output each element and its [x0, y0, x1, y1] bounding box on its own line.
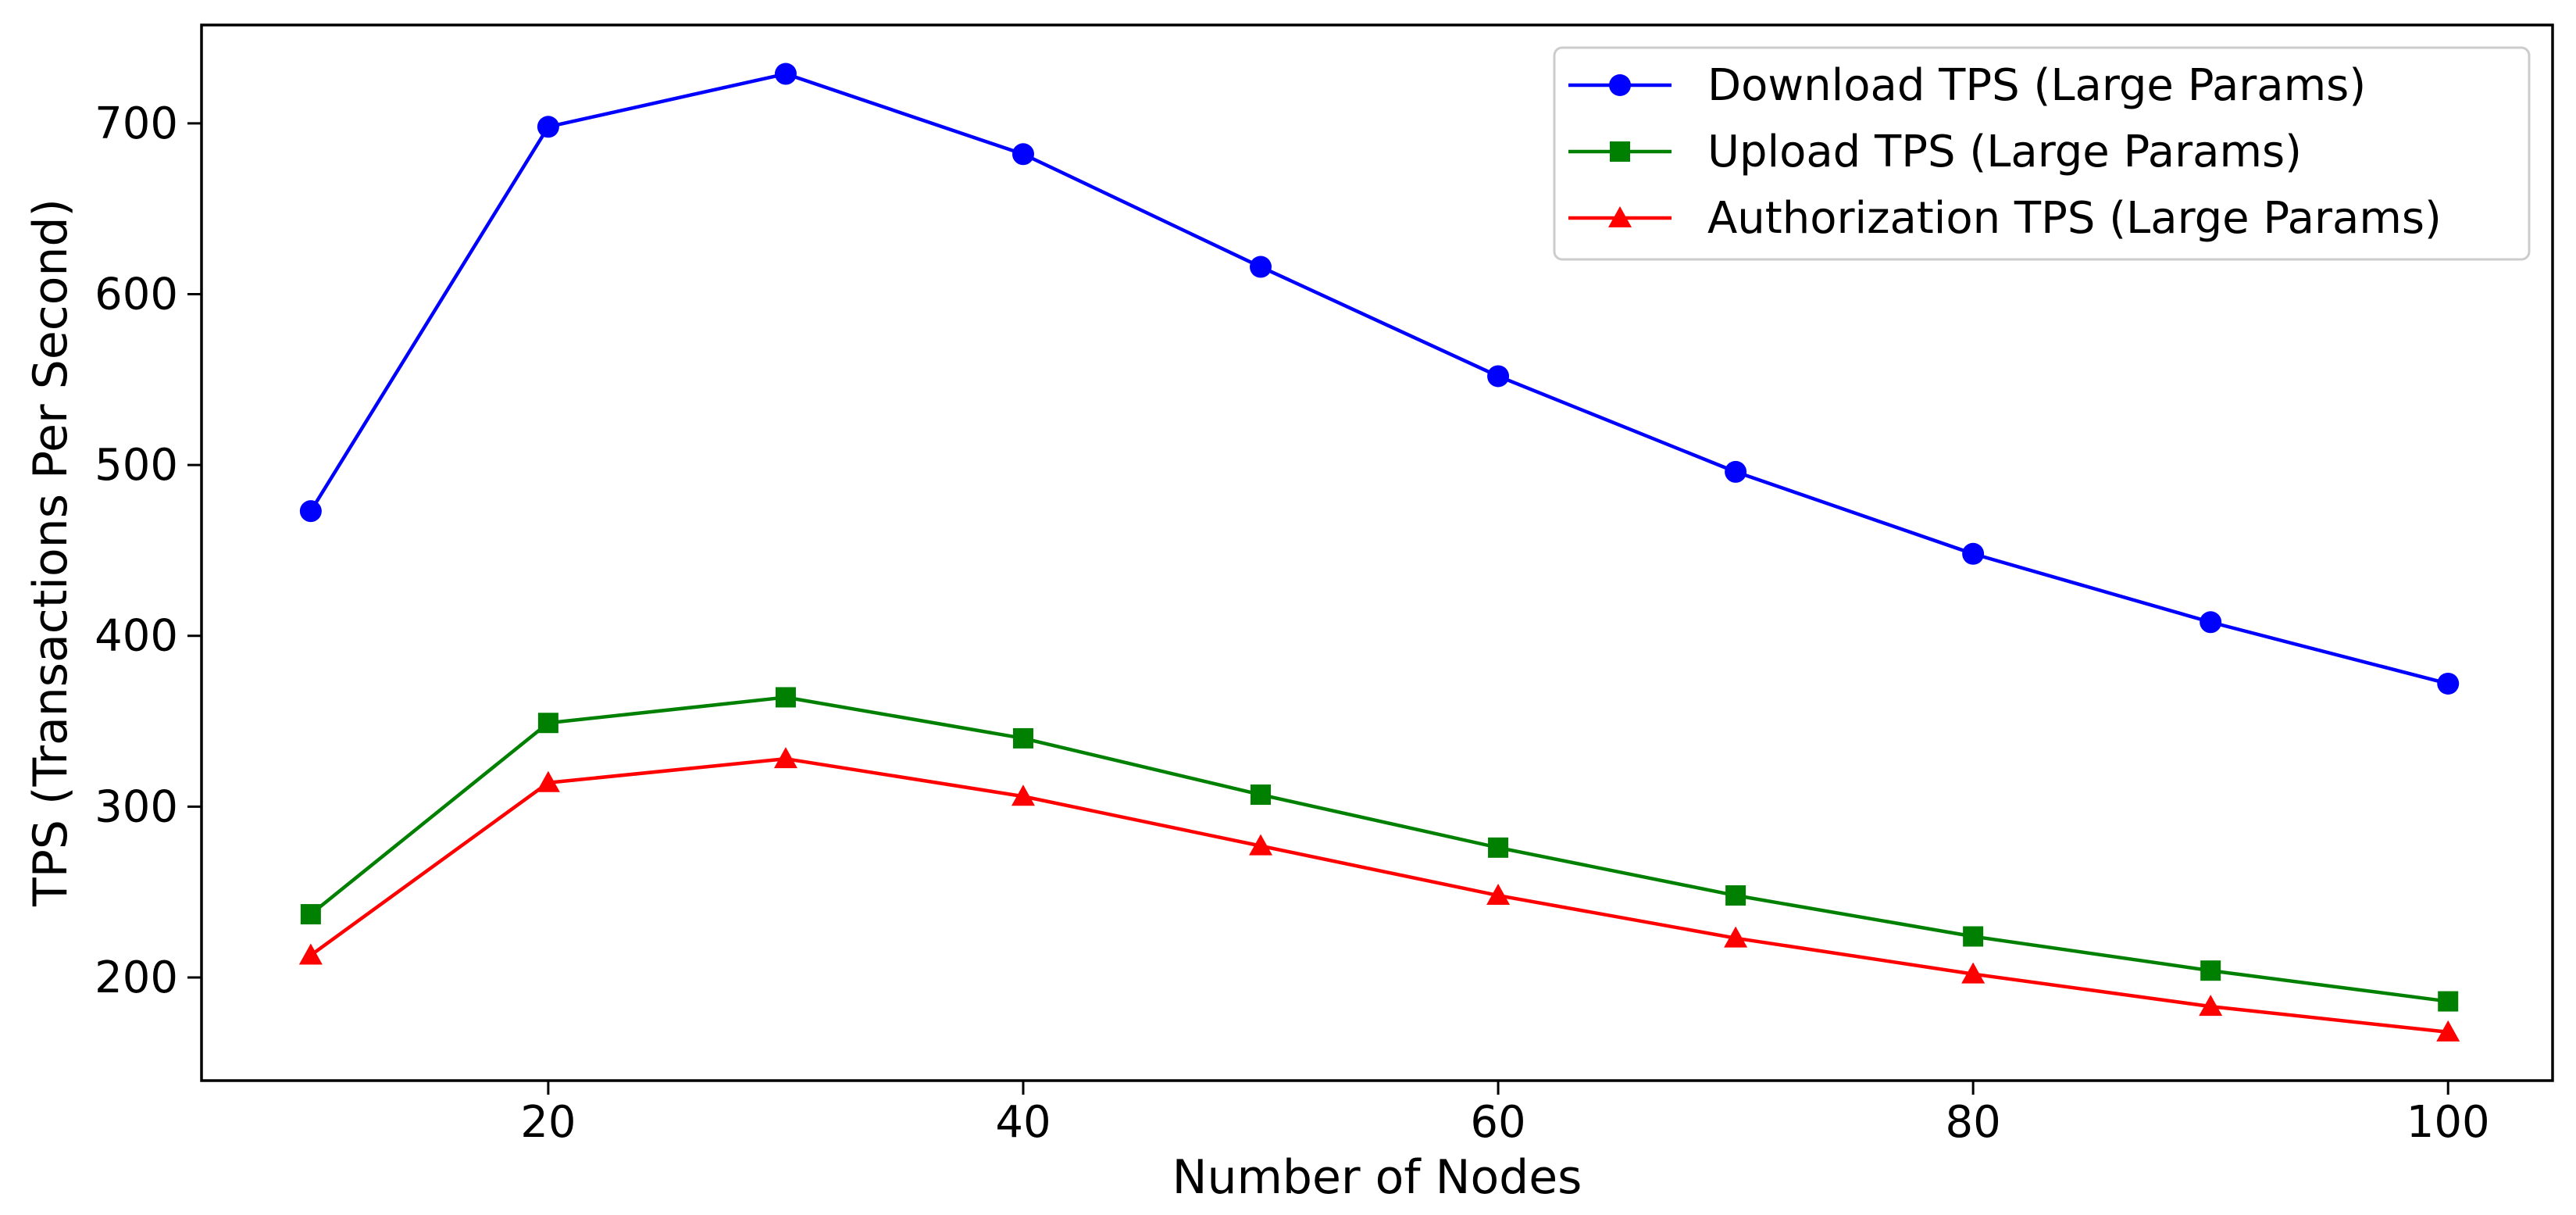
data-point-marker-triangle	[1486, 884, 1511, 906]
x-tick-label: 80	[1946, 1097, 2001, 1148]
legend-marker-circle	[1609, 74, 1631, 96]
series-0	[299, 63, 2460, 695]
plot-border	[200, 23, 2554, 1082]
series-layer	[298, 63, 2460, 1042]
data-point-marker-triangle	[1961, 962, 1986, 984]
data-point-marker-square	[537, 713, 558, 734]
data-point-marker-circle	[774, 63, 797, 85]
data-point-marker-circle	[1962, 542, 1985, 565]
data-point-marker-circle	[2437, 672, 2460, 695]
data-point-marker-circle	[1487, 365, 1510, 388]
data-point-marker-triangle	[773, 747, 797, 769]
data-point-marker-circle	[1011, 143, 1034, 166]
data-point-marker-square	[1012, 727, 1033, 749]
y-tick-label: 500	[95, 440, 178, 491]
series-line-2	[309, 756, 2450, 1035]
legend-marker-square	[1610, 141, 1630, 162]
data-point-marker-triangle	[536, 770, 560, 792]
data-point-marker-triangle	[1724, 926, 1748, 948]
data-point-marker-circle	[537, 116, 559, 138]
x-tick-label: 20	[520, 1097, 576, 1148]
data-point-marker-triangle	[2436, 1020, 2460, 1042]
data-point-marker-square	[2200, 960, 2221, 981]
legend: Download TPS (Large Params) Upload TPS (L…	[1553, 46, 2531, 261]
data-point-marker-square	[1251, 784, 1272, 806]
legend-item: Download TPS (Large Params)	[1568, 60, 2366, 111]
legend-item: Authorization TPS (Large Params)	[1568, 193, 2442, 244]
y-tick-label: 600	[95, 270, 178, 320]
data-point-marker-square	[300, 904, 321, 925]
series-line-0	[309, 72, 2450, 686]
ticks-layer: 20 40 60 80 100 200 300 400 500 600 700	[95, 98, 2490, 1148]
y-tick-label: 700	[95, 98, 178, 149]
series-2	[298, 747, 2460, 1042]
x-tick-label: 60	[1470, 1097, 1525, 1148]
data-point-marker-square	[775, 687, 796, 708]
y-axis-title: TPS (Transactions Per Second)	[23, 198, 78, 907]
data-point-marker-triangle	[1011, 784, 1035, 806]
y-tick-label: 300	[95, 781, 178, 832]
data-point-marker-square	[1725, 885, 1746, 906]
legend-box	[1553, 46, 2531, 261]
x-axis-title: Number of Nodes	[1172, 1150, 1582, 1205]
series-1	[300, 687, 2459, 1012]
data-point-marker-square	[1963, 926, 1984, 947]
data-point-marker-circle	[299, 500, 322, 523]
data-point-marker-circle	[2200, 611, 2222, 634]
data-point-marker-triangle	[1249, 834, 1273, 856]
data-point-marker-square	[2438, 991, 2459, 1012]
x-tick-label: 100	[2407, 1097, 2490, 1148]
legend-label: Download TPS (Large Params)	[1707, 60, 2366, 111]
legend-marker-triangle	[1608, 206, 1632, 227]
data-point-marker-circle	[1250, 256, 1272, 278]
y-tick-label: 200	[95, 952, 178, 1003]
x-tick-label: 40	[995, 1097, 1051, 1148]
data-point-marker-circle	[1725, 460, 1747, 483]
legend-label: Authorization TPS (Large Params)	[1707, 193, 2442, 244]
data-point-marker-triangle	[2199, 995, 2223, 1017]
series-line-1	[309, 695, 2450, 1003]
data-point-marker-square	[1488, 837, 1509, 858]
legend-label: Upload TPS (Large Params)	[1707, 127, 2302, 177]
legend-item: Upload TPS (Large Params)	[1568, 127, 2302, 177]
data-point-marker-triangle	[298, 943, 323, 965]
y-tick-label: 400	[95, 611, 178, 662]
